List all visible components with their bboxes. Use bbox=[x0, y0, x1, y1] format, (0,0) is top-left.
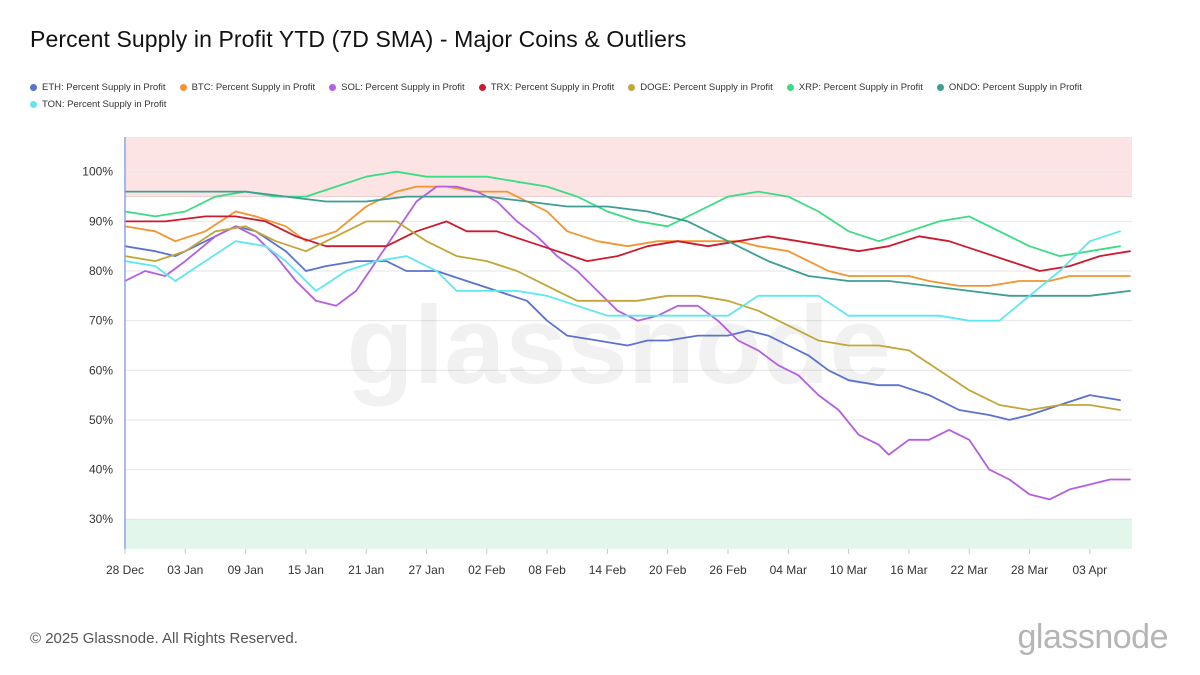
legend-label: ONDO: Percent Supply in Profit bbox=[948, 82, 1082, 93]
y-tick-label: 50% bbox=[89, 413, 113, 427]
legend-swatch bbox=[478, 84, 486, 91]
legend-swatch bbox=[30, 84, 37, 91]
series-line bbox=[124, 190, 1131, 297]
x-tick-label: 28 Dec bbox=[106, 563, 144, 577]
x-tick-label: 20 Feb bbox=[649, 563, 687, 577]
legend-item[interactable]: BTC: Percent Supply in Profit bbox=[179, 82, 316, 93]
legend-swatch bbox=[30, 101, 37, 108]
x-tick-label: 28 Mar bbox=[1011, 563, 1048, 577]
legend: ETH: Percent Supply in Profit BTC: Percen… bbox=[30, 82, 1170, 116]
series-line bbox=[124, 220, 1121, 411]
y-tick-label: 70% bbox=[89, 314, 113, 328]
legend-item[interactable]: TRX: Percent Supply in Profit bbox=[478, 82, 615, 93]
line-chart: glassnode 30% 40% 50% 60% 70% 80% 90% 100% 28 D… bbox=[82, 137, 1132, 577]
x-tick-label: 03 Jan bbox=[167, 563, 203, 577]
legend-label: SOL: Percent Supply in Profit bbox=[341, 82, 465, 93]
y-tick-label: 100% bbox=[82, 165, 113, 179]
brand-logo-text: glassnode bbox=[1017, 618, 1168, 656]
threshold-band bbox=[125, 137, 1132, 197]
legend-swatch bbox=[628, 84, 636, 91]
chart-title: Percent Supply in Profit YTD (7D SMA) - … bbox=[30, 26, 687, 52]
legend-swatch bbox=[329, 84, 337, 91]
legend-item[interactable]: DOGE: Percent Supply in Profit bbox=[628, 82, 773, 93]
threshold-band bbox=[125, 519, 1132, 549]
legend-label: BTC: Percent Supply in Profit bbox=[191, 82, 316, 93]
legend-label: XRP: Percent Supply in Profit bbox=[798, 82, 923, 93]
y-tick-label: 90% bbox=[89, 214, 113, 228]
x-tick-label: 14 Feb bbox=[589, 563, 627, 577]
series-line bbox=[124, 185, 1131, 287]
legend-swatch bbox=[179, 84, 187, 91]
legend-label: TON: Percent Supply in Profit bbox=[42, 99, 167, 110]
legend-item[interactable]: TON: Percent Supply in Profit bbox=[30, 99, 166, 110]
threshold-bands bbox=[125, 137, 1132, 549]
copyright-text: © 2025 Glassnode. All Rights Reserved. bbox=[30, 630, 298, 647]
x-tick-label: 10 Mar bbox=[830, 563, 867, 577]
x-tick-label: 03 Apr bbox=[1072, 563, 1107, 577]
x-tick-label: 26 Feb bbox=[709, 563, 747, 577]
series-line bbox=[124, 230, 1121, 322]
series-line bbox=[124, 215, 1131, 272]
legend-label: TRX: Percent Supply in Profit bbox=[490, 82, 615, 93]
y-axis-ticks: 30% 40% 50% 60% 70% 80% 90% 100% bbox=[82, 165, 113, 526]
series-lines bbox=[124, 170, 1131, 501]
plot-area bbox=[125, 137, 1132, 549]
x-tick-label: 22 Mar bbox=[951, 563, 988, 577]
legend-swatch bbox=[786, 84, 794, 91]
legend-item[interactable]: SOL: Percent Supply in Profit bbox=[329, 82, 465, 93]
x-tick-label: 08 Feb bbox=[528, 563, 566, 577]
legend-item[interactable]: ETH: Percent Supply in Profit bbox=[30, 82, 166, 93]
series-line bbox=[124, 225, 1121, 421]
legend-swatch bbox=[936, 84, 944, 91]
watermark-text: glassnode bbox=[346, 284, 890, 407]
x-tick-label: 27 Jan bbox=[408, 563, 444, 577]
x-axis-ticks: 28 Dec 03 Jan 09 Jan 15 Jan 21 Jan 27 Jan 02 F… bbox=[106, 549, 1107, 577]
series-line bbox=[124, 185, 1131, 501]
x-tick-label: 21 Jan bbox=[348, 563, 384, 577]
legend-item[interactable]: XRP: Percent Supply in Profit bbox=[786, 82, 923, 93]
x-tick-label: 16 Mar bbox=[890, 563, 927, 577]
y-tick-label: 60% bbox=[89, 363, 113, 377]
x-tick-label: 02 Feb bbox=[468, 563, 506, 577]
x-tick-label: 04 Mar bbox=[770, 563, 807, 577]
y-tick-label: 80% bbox=[89, 264, 113, 278]
y-tick-label: 40% bbox=[89, 463, 113, 477]
legend-label: DOGE: Percent Supply in Profit bbox=[640, 82, 773, 93]
x-tick-label: 15 Jan bbox=[288, 563, 324, 577]
gridlines bbox=[125, 171, 1132, 520]
legend-label: ETH: Percent Supply in Profit bbox=[42, 82, 166, 93]
legend-item[interactable]: ONDO: Percent Supply in Profit bbox=[936, 82, 1082, 93]
x-tick-label: 09 Jan bbox=[228, 563, 264, 577]
y-tick-label: 30% bbox=[89, 512, 113, 526]
